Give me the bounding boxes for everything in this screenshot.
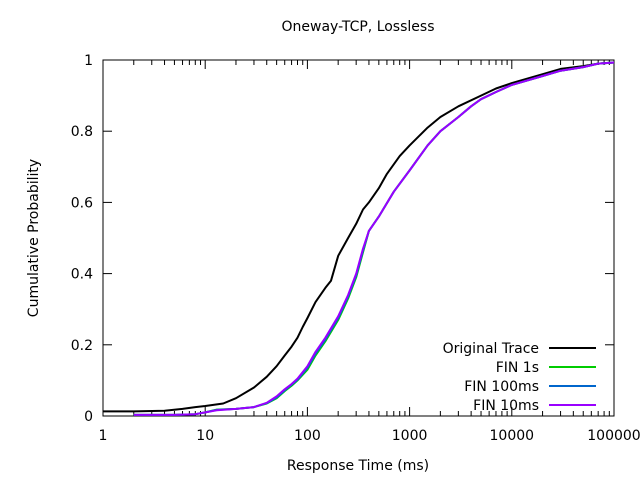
legend-label: FIN 1s: [496, 360, 539, 376]
y-axis-label: Cumulative Probability: [26, 159, 42, 317]
legend-label: Original Trace: [443, 341, 539, 357]
x-axis-label: Response Time (ms): [287, 458, 429, 474]
y-tick-label: 0.8: [71, 124, 93, 140]
x-tick-label: 100000: [587, 428, 640, 444]
x-tick-label: 1: [99, 428, 108, 444]
y-tick-label: 0.6: [71, 195, 93, 211]
x-tick-label: 10000: [490, 428, 535, 444]
x-tick-label: 1000: [392, 428, 428, 444]
legend-label: FIN 100ms: [464, 379, 539, 395]
x-axis-ticks: 1 10 100 1000 10000 100000: [99, 60, 640, 444]
y-axis-ticks: 0 0.2 0.4 0.6 0.8 1: [71, 53, 614, 425]
plot-frame: [102, 59, 615, 417]
series-line-2: [133, 61, 615, 416]
series-lines: [103, 61, 615, 416]
x-tick-label: 100: [294, 428, 321, 444]
y-tick-label: 0.4: [71, 267, 93, 283]
x-tick-label: 10: [196, 428, 214, 444]
legend-label: FIN 10ms: [473, 398, 539, 414]
y-tick-label: 1: [84, 53, 93, 69]
series-line-0: [103, 61, 615, 413]
series-line-3: [133, 61, 615, 416]
chart-title: Oneway-TCP, Lossless: [282, 19, 435, 35]
series-line-1: [133, 61, 615, 416]
legend: Original Trace FIN 1s FIN 100ms FIN 10ms: [443, 341, 596, 414]
y-tick-label: 0: [84, 409, 93, 425]
y-tick-label: 0.2: [71, 338, 93, 354]
